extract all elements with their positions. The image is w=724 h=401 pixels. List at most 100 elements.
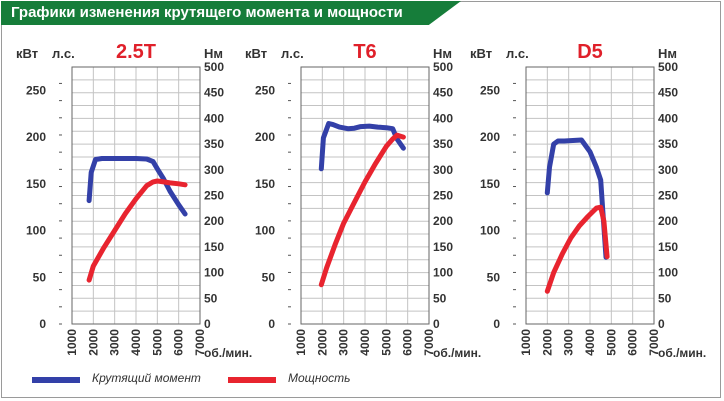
chart1-kw-tick: 200 [26,130,46,144]
chart3-hp-label: л.с. [506,46,529,61]
chart1-hp-label: л.с. [52,46,75,61]
chart3-kw-tick: 50 [487,270,501,284]
chart3-nm-tick: 200 [658,214,678,228]
chart3-nm-label: Нм [658,46,677,61]
chart1-x-tick: 7000 [193,329,207,356]
chart2-nm-tick: 400 [433,111,453,125]
chart3-x-tick: 6000 [626,329,640,356]
chart2-nm-tick: 100 [433,266,453,280]
chart1-plot-area [71,66,201,325]
chart1-nm-tick: 250 [204,189,224,203]
chart3-x-tick: 1000 [519,329,533,356]
chart2-kw-tick: 50 [262,270,276,284]
chart1-power-line [86,178,188,283]
chart1-x-tick: 5000 [150,329,164,356]
chart3-nm-tick: 0 [658,317,665,331]
chart1-kw-tick: 0 [39,317,46,331]
chart2-nm-label: Нм [433,46,452,61]
chart3-x-tick: 7000 [647,329,661,356]
chart1-x-tick: 4000 [129,329,143,356]
chart1-x-tick: 2000 [86,329,100,356]
legend-power-swatch [228,377,276,383]
chart1-nm-tick: 400 [204,111,224,125]
chart1-nm-tick: 350 [204,137,224,151]
chart3-plot-area [525,66,655,325]
chart3-kw-tick: 0 [493,317,500,331]
chart2-x-tick: 4000 [358,329,372,356]
chart2-x-tick: 1000 [294,329,308,356]
chart1-x-tick: 1000 [65,329,79,356]
chart1-x-tick: 3000 [108,329,122,356]
chart1-title: 2.5T [116,41,156,63]
chart1-nm-tick: 300 [204,163,224,177]
chart3-title: D5 [577,41,603,63]
chart2-nm-tick: 0 [433,317,440,331]
legend-torque-label: Крутящий момент [92,371,201,385]
chart1-kw-tick: 50 [33,270,47,284]
chart2-x-tick: 5000 [379,329,393,356]
chart2-nm-tick: 200 [433,214,453,228]
chart2-kw-tick: 150 [255,177,275,191]
chart2-kw-tick: 200 [255,130,275,144]
chart2-title: T6 [353,41,376,63]
chart2-nm-tick: 500 [433,60,453,74]
chart1-kw-tick: 150 [26,177,46,191]
title-banner: Графики изменения крутящего момента и мо… [1,1,461,25]
chart3-kw-label: кВт [470,46,492,61]
chart3-kw-tick: 250 [480,83,500,97]
chart3-x-tick: 3000 [562,329,576,356]
chart3-kw-tick: 100 [480,224,500,238]
figure-title: Графики изменения крутящего момента и мо… [11,4,403,21]
chart2-x-tick: 3000 [337,329,351,356]
legend-torque-swatch [32,377,80,383]
chart2-nm-tick: 50 [433,291,447,305]
chart2-hp-label: л.с. [281,46,304,61]
chart1-kw-tick: 100 [26,224,46,238]
chart2-nm-tick: 350 [433,137,453,151]
chart1-torque-line [86,156,188,217]
chart2-power-line [318,132,406,288]
chart2-kw-label: кВт [245,46,267,61]
chart3-kw-tick: 200 [480,130,500,144]
chart1-nm-tick: 100 [204,266,224,280]
chart3-nm-tick: 100 [658,266,678,280]
chart3-nm-tick: 150 [658,240,678,254]
chart3-nm-tick: 350 [658,137,678,151]
chart2-torque-line [318,121,406,172]
chart2-x-tick: 6000 [401,329,415,356]
chart2-kw-tick: 100 [255,224,275,238]
chart1-kw-tick: 250 [26,83,46,97]
chart1-nm-tick: 50 [204,291,218,305]
chart3-torque-line [544,137,609,260]
chart3-nm-tick: 400 [658,111,678,125]
chart1-nm-tick: 150 [204,240,224,254]
chart3-rpm-label: об./мин. [658,346,706,360]
chart1-nm-tick: 200 [204,214,224,228]
chart2-nm-tick: 300 [433,163,453,177]
legend-power-label: Мощность [288,371,351,385]
chart2-x-tick: 2000 [315,329,329,356]
chart3-kw-tick: 150 [480,177,500,191]
chart1-kw-label: кВт [16,46,38,61]
chart2-nm-tick: 150 [433,240,453,254]
chart3-x-tick: 4000 [583,329,597,356]
chart3-x-tick: 5000 [604,329,618,356]
chart3-nm-tick: 250 [658,189,678,203]
chart3-nm-tick: 500 [658,60,678,74]
chart1-nm-tick: 450 [204,86,224,100]
chart1-nm-tick: 0 [204,317,211,331]
chart3-nm-tick: 50 [658,291,672,305]
chart2-rpm-label: об./мин. [433,346,481,360]
chart2-kw-tick: 250 [255,83,275,97]
chart2-nm-tick: 450 [433,86,453,100]
chart3-power-line [544,204,610,294]
chart1-x-tick: 6000 [172,329,186,356]
chart2-nm-tick: 250 [433,189,453,203]
chart1-nm-tick: 500 [204,60,224,74]
chart1-rpm-label: об./мин. [204,346,252,360]
chart2-plot-area [300,66,430,325]
chart2-x-tick: 7000 [422,329,436,356]
chart2-kw-tick: 0 [268,317,275,331]
chart3-nm-tick: 300 [658,163,678,177]
